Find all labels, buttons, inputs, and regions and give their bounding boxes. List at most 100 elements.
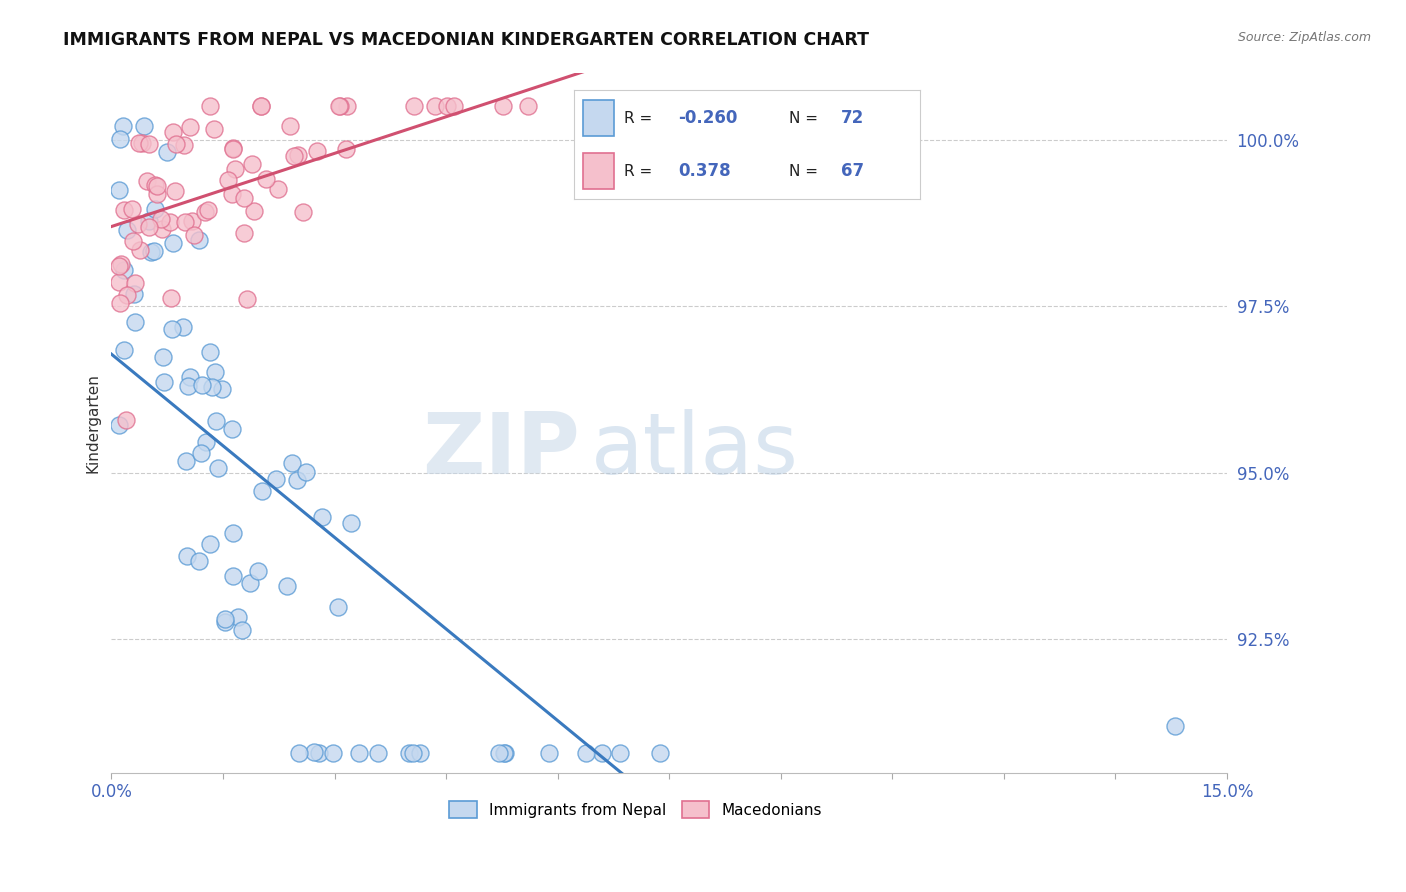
- Point: [108, 276, 131, 290]
- Point: [211, 382, 233, 396]
- Point: [176, 378, 198, 392]
- Point: [152, 351, 174, 365]
- Point: [132, 120, 155, 134]
- Point: [165, 184, 187, 198]
- Point: [249, 99, 271, 113]
- Text: ZIP: ZIP: [422, 409, 579, 492]
- Point: [201, 380, 224, 394]
- Point: [156, 145, 179, 160]
- Point: [276, 579, 298, 593]
- Point: [115, 288, 138, 302]
- Point: [221, 141, 243, 155]
- Point: [231, 623, 253, 637]
- Point: [295, 466, 318, 480]
- Point: [205, 414, 228, 428]
- Point: [127, 217, 149, 231]
- Point: [214, 615, 236, 629]
- Point: [247, 564, 270, 578]
- Legend: Immigrants from Nepal, Macedonians: Immigrants from Nepal, Macedonians: [443, 795, 828, 824]
- Point: [250, 484, 273, 499]
- Point: [307, 145, 329, 159]
- Point: [138, 136, 160, 151]
- Point: [240, 157, 263, 171]
- Point: [328, 99, 350, 113]
- Point: [538, 746, 561, 760]
- Point: [311, 509, 333, 524]
- Point: [287, 473, 309, 487]
- Point: [117, 223, 139, 237]
- Point: [180, 214, 202, 228]
- Point: [267, 182, 290, 196]
- Point: [409, 746, 432, 760]
- Text: IMMIGRANTS FROM NEPAL VS MACEDONIAN KINDERGARTEN CORRELATION CHART: IMMIGRANTS FROM NEPAL VS MACEDONIAN KIND…: [63, 31, 869, 49]
- Point: [340, 516, 363, 530]
- Point: [402, 746, 425, 760]
- Point: [224, 161, 246, 176]
- Point: [183, 227, 205, 242]
- Point: [153, 375, 176, 389]
- Point: [347, 746, 370, 760]
- Point: [226, 610, 249, 624]
- Point: [108, 259, 131, 273]
- Point: [494, 746, 516, 760]
- Point: [159, 214, 181, 228]
- Point: [188, 554, 211, 568]
- Point: [111, 120, 134, 134]
- Point: [191, 378, 214, 392]
- Point: [233, 226, 256, 240]
- Point: [214, 612, 236, 626]
- Point: [110, 132, 132, 146]
- Point: [292, 205, 315, 219]
- Point: [221, 187, 243, 202]
- Point: [591, 746, 613, 760]
- Point: [179, 369, 201, 384]
- Point: [112, 203, 135, 218]
- Point: [328, 600, 350, 615]
- Point: [222, 142, 245, 156]
- Point: [217, 172, 239, 186]
- Point: [160, 291, 183, 305]
- Point: [124, 316, 146, 330]
- Point: [321, 746, 343, 760]
- Point: [108, 296, 131, 310]
- Point: [124, 276, 146, 290]
- Point: [143, 178, 166, 192]
- Point: [207, 461, 229, 475]
- Point: [160, 322, 183, 336]
- Point: [402, 99, 425, 113]
- Point: [187, 234, 209, 248]
- Point: [204, 365, 226, 379]
- Point: [121, 234, 143, 248]
- Point: [492, 746, 515, 760]
- Point: [198, 537, 221, 551]
- Point: [179, 120, 201, 135]
- Point: [176, 549, 198, 563]
- Point: [335, 142, 357, 156]
- Text: atlas: atlas: [591, 409, 799, 492]
- Point: [283, 149, 305, 163]
- Point: [108, 183, 131, 197]
- Point: [648, 746, 671, 760]
- Point: [112, 262, 135, 277]
- Point: [329, 99, 352, 113]
- Point: [112, 343, 135, 357]
- Point: [138, 214, 160, 228]
- Point: [287, 148, 309, 162]
- Point: [197, 202, 219, 217]
- Point: [124, 287, 146, 301]
- Point: [128, 136, 150, 150]
- Point: [165, 136, 187, 151]
- Point: [110, 257, 132, 271]
- Point: [492, 99, 515, 113]
- Point: [586, 99, 609, 113]
- Point: [146, 178, 169, 193]
- Point: [139, 244, 162, 259]
- Point: [236, 292, 259, 306]
- Point: [1164, 719, 1187, 733]
- Point: [398, 746, 420, 760]
- Point: [121, 202, 143, 216]
- Point: [146, 186, 169, 201]
- Point: [308, 746, 330, 760]
- Point: [278, 119, 301, 133]
- Point: [143, 202, 166, 217]
